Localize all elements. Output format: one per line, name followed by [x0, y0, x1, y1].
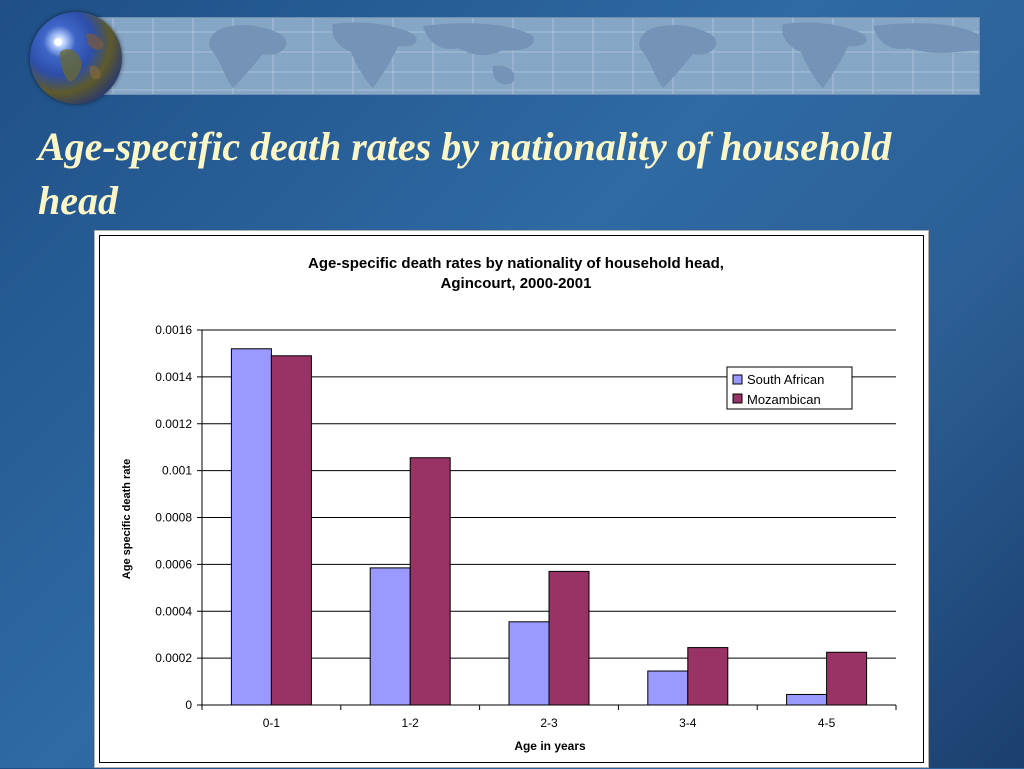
- x-tick-label: 2-3: [540, 716, 558, 730]
- legend-swatch-south-african: [732, 374, 743, 385]
- y-axis-label: Age specific death rate: [121, 459, 133, 579]
- y-tick-label: 0.0016: [155, 323, 192, 337]
- y-tick-label: 0.0006: [155, 557, 192, 571]
- y-tick-label: 0.0014: [155, 370, 192, 384]
- bar-mozambican-0-1: [270, 355, 312, 706]
- y-tick-label: 0.001: [162, 464, 192, 478]
- bar-mozambican-2-3: [548, 570, 590, 706]
- chart-container: Age-specific death rates by nationality …: [94, 230, 929, 768]
- y-tick-label: 0: [185, 698, 192, 712]
- legend-box: [726, 366, 853, 410]
- chart-title-line1: Age-specific death rates by nationality …: [308, 255, 724, 272]
- legend-label-south-african: South African: [747, 372, 824, 387]
- y-tick-label: 0.0008: [155, 511, 192, 525]
- x-tick-label: 0-1: [263, 716, 281, 730]
- legend-swatch-mozambican: [732, 393, 743, 404]
- chart-area-border: Age-specific death rates by nationality …: [99, 235, 924, 763]
- globe-logo: [30, 12, 122, 104]
- x-axis-label: Age in years: [514, 739, 586, 753]
- x-tick-label: 1-2: [402, 716, 420, 730]
- chart-title-line2: Agincourt, 2000-2001: [441, 275, 592, 292]
- bar-south-african-1-2: [369, 567, 411, 706]
- bar-south-african-4-5: [786, 693, 828, 706]
- y-tick-label: 0.0002: [155, 651, 192, 665]
- x-tick-label: 3-4: [679, 716, 697, 730]
- bar-south-african-3-4: [647, 670, 689, 706]
- y-axis-ticks: 0 0.0002 0.0004 0.0006 0.0008 0.001 0.0012 0.00…: [155, 323, 202, 712]
- bar-mozambican-3-4: [687, 647, 729, 706]
- bar-chart: Age-specific death rates by nationality …: [121, 255, 897, 753]
- world-map-graphic: [93, 18, 979, 94]
- x-axis-ticks: 0-1 1-2 2-3 3-4 4-5: [201, 705, 897, 730]
- y-tick-label: 0.0004: [155, 604, 192, 618]
- bar-south-african-2-3: [508, 621, 550, 706]
- header-banner: [92, 17, 980, 95]
- bar-mozambican-1-2: [409, 457, 451, 706]
- bar-south-african-0-1: [230, 348, 272, 706]
- x-tick-label: 4-5: [818, 716, 836, 730]
- y-tick-label: 0.0012: [155, 417, 192, 431]
- legend-label-mozambican: Mozambican: [747, 392, 821, 407]
- legend: South African Mozambican: [726, 366, 853, 410]
- slide-title: Age-specific death rates by nationality …: [38, 124, 892, 223]
- bar-mozambican-4-5: [826, 651, 868, 706]
